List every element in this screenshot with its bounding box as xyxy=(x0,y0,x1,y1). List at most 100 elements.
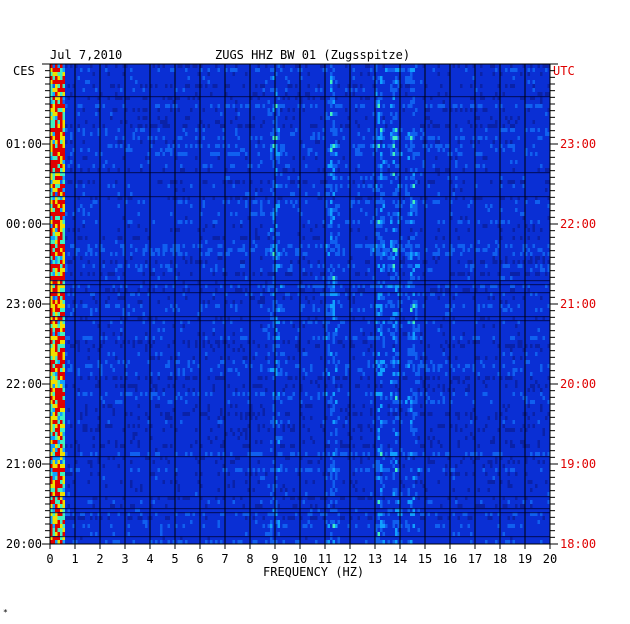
heat-cell xyxy=(147,160,150,164)
heat-cell xyxy=(427,108,430,112)
heat-cell xyxy=(375,244,378,248)
heat-cell xyxy=(70,364,73,368)
heat-cell xyxy=(205,240,208,244)
heat-cell xyxy=(390,148,393,152)
heat-cell xyxy=(435,524,438,528)
heat-cell xyxy=(382,420,385,424)
heat-cell xyxy=(60,276,63,280)
heat-cell xyxy=(277,520,280,524)
heat-cell xyxy=(67,260,70,264)
heat-cell xyxy=(260,324,263,328)
heat-cell xyxy=(257,468,260,472)
heat-cell xyxy=(492,124,495,128)
heat-cell xyxy=(290,260,293,264)
heat-cell xyxy=(390,360,393,364)
heat-cell xyxy=(62,384,65,388)
heat-cell xyxy=(375,128,378,132)
heat-cell xyxy=(410,500,413,504)
heat-cell xyxy=(140,484,143,488)
heat-cell xyxy=(55,228,58,232)
heat-cell xyxy=(532,388,535,392)
heat-cell xyxy=(390,380,393,384)
heat-cell xyxy=(145,344,148,348)
heat-cell xyxy=(142,96,145,100)
heat-cell xyxy=(457,472,460,476)
heat-cell xyxy=(62,232,65,236)
heat-cell xyxy=(60,208,63,212)
heat-cell xyxy=(340,284,343,288)
heat-cell xyxy=(117,204,120,208)
heat-cell xyxy=(400,248,403,252)
heat-cell xyxy=(535,352,538,356)
heat-cell xyxy=(247,104,250,108)
heat-cell xyxy=(57,256,60,260)
heat-cell xyxy=(322,324,325,328)
heat-cell xyxy=(492,436,495,440)
heat-cell xyxy=(392,356,395,360)
heat-cell xyxy=(85,156,88,160)
heat-cell xyxy=(190,220,193,224)
heat-cell xyxy=(520,392,523,396)
heat-cell xyxy=(532,424,535,428)
heat-cell xyxy=(185,496,188,500)
heat-cell xyxy=(375,136,378,140)
heat-cell xyxy=(300,404,303,408)
heat-cell xyxy=(217,488,220,492)
heat-cell xyxy=(465,452,468,456)
heat-cell xyxy=(507,376,510,380)
heat-cell xyxy=(302,104,305,108)
heat-cell xyxy=(157,64,160,68)
heat-cell xyxy=(330,236,333,240)
heat-cell xyxy=(50,488,53,492)
heat-cell xyxy=(195,104,198,108)
heat-cell xyxy=(350,256,353,260)
heat-cell xyxy=(202,524,205,528)
heat-cell xyxy=(97,128,100,132)
heat-cell xyxy=(345,372,348,376)
heat-cell xyxy=(395,128,398,132)
heat-cell xyxy=(400,420,403,424)
heat-cell xyxy=(50,112,53,116)
heat-cell xyxy=(77,180,80,184)
heat-cell xyxy=(300,76,303,80)
heat-cell xyxy=(60,376,63,380)
heat-cell xyxy=(62,88,65,92)
heat-cell xyxy=(55,468,58,472)
heat-cell xyxy=(237,428,240,432)
heat-cell xyxy=(460,272,463,276)
heat-cell xyxy=(515,68,518,72)
heat-cell xyxy=(250,472,253,476)
heat-cell xyxy=(475,416,478,420)
heat-cell xyxy=(482,156,485,160)
heat-cell xyxy=(222,496,225,500)
heat-cell xyxy=(50,92,53,96)
heat-cell xyxy=(62,508,65,512)
heat-cell xyxy=(547,108,550,112)
heat-cell xyxy=(110,424,113,428)
heat-cell xyxy=(55,148,58,152)
heat-cell xyxy=(67,360,70,364)
heat-cell xyxy=(255,244,258,248)
heat-cell xyxy=(485,356,488,360)
heat-cell xyxy=(57,236,60,240)
heat-cell xyxy=(50,260,53,264)
heat-cell xyxy=(532,224,535,228)
heat-cell xyxy=(455,164,458,168)
heat-cell xyxy=(227,84,230,88)
heat-cell xyxy=(240,416,243,420)
heat-cell xyxy=(485,136,488,140)
heat-cell xyxy=(400,448,403,452)
heat-cell xyxy=(475,340,478,344)
heat-cell xyxy=(62,528,65,532)
heat-cell xyxy=(352,412,355,416)
heat-cell xyxy=(117,96,120,100)
heat-cell xyxy=(340,304,343,308)
heat-cell xyxy=(52,332,55,336)
heat-cell xyxy=(402,68,405,72)
heat-cell xyxy=(495,452,498,456)
heat-cell xyxy=(470,140,473,144)
heat-cell xyxy=(272,184,275,188)
heat-cell xyxy=(122,272,125,276)
heat-cell xyxy=(467,388,470,392)
heat-cell xyxy=(547,500,550,504)
